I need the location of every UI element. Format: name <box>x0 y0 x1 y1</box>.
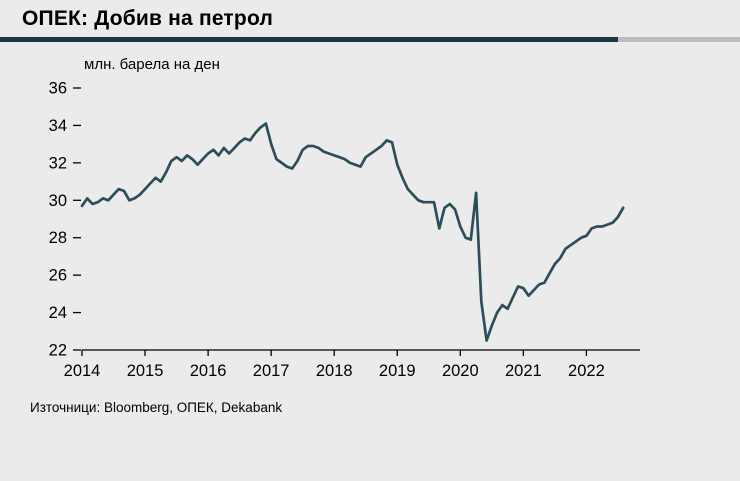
y-axis-unit-label: млн. барела на ден <box>84 56 220 73</box>
page-title: ОПЕК: Добив на петрол <box>22 7 273 30</box>
title-divider <box>0 37 740 42</box>
y-tick-label: 24 <box>49 304 67 322</box>
opec-production-line-chart: 22 24 26 28 30 32 34 36 2014 2015 2016 2017 2018 2019… <box>49 80 640 380</box>
title-divider-light-segment <box>618 37 740 42</box>
y-tick-label: 34 <box>49 117 67 135</box>
y-tick-label: 36 <box>49 80 67 98</box>
title-divider-dark-segment <box>0 37 618 42</box>
x-tick-label: 2018 <box>316 362 353 380</box>
x-tick-label: 2022 <box>568 362 605 380</box>
x-tick-label: 2016 <box>190 362 227 380</box>
x-tick-label: 2014 <box>64 362 101 380</box>
y-tick-label: 32 <box>49 154 67 172</box>
x-tick-label: 2020 <box>442 362 479 380</box>
production-line-series <box>80 122 625 342</box>
x-tick-label: 2017 <box>253 362 290 380</box>
y-tick-label: 26 <box>49 267 67 285</box>
sources-note: Източници: Bloomberg, ОПЕК, Dekabank <box>30 400 283 415</box>
x-tick-label: 2021 <box>505 362 542 380</box>
y-tick-label: 28 <box>49 229 67 247</box>
y-tick-label: 22 <box>49 342 67 360</box>
y-tick-label: 30 <box>49 192 67 210</box>
x-tick-label: 2019 <box>379 362 416 380</box>
x-tick-label: 2015 <box>127 362 164 380</box>
